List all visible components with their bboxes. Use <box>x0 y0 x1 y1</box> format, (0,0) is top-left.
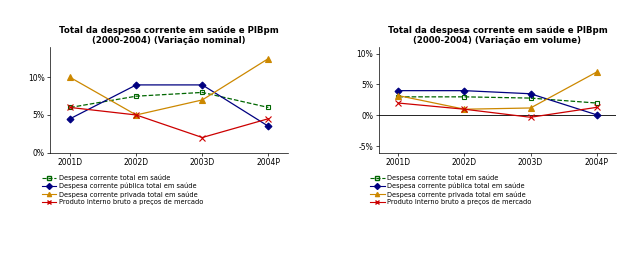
Legend: Despesa corrente total em saúde, Despesa corrente pública total em saúde, Despes: Despesa corrente total em saúde, Despesa… <box>370 175 532 205</box>
Title: Total da despesa corrente em saúde e PIBpm
(2000-2004) (Variação em volume): Total da despesa corrente em saúde e PIB… <box>387 26 608 45</box>
Title: Total da despesa corrente em saúde e PIBpm
(2000-2004) (Variação nominal): Total da despesa corrente em saúde e PIB… <box>59 26 279 45</box>
Legend: Despesa corrente total em saúde, Despesa corrente pública total em saúde, Despes: Despesa corrente total em saúde, Despesa… <box>42 175 203 205</box>
